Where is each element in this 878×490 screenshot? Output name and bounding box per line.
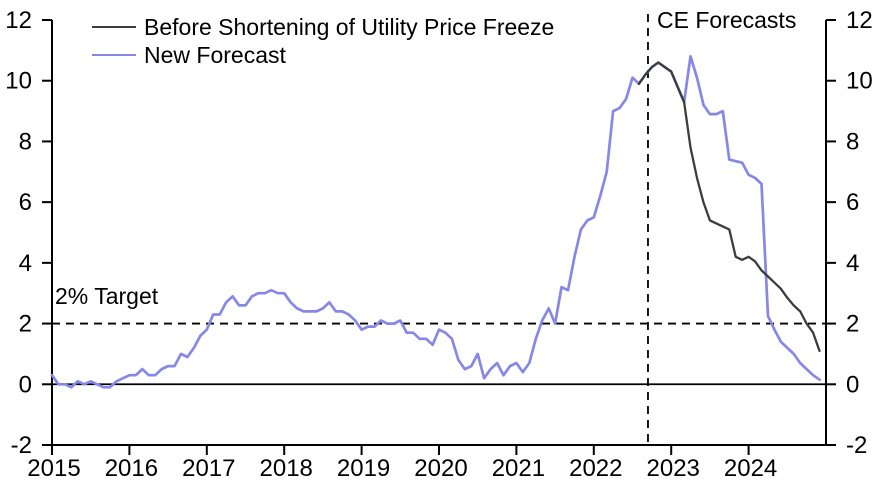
legend-item-before-shortening: Before Shortening of Utility Price Freez…	[92, 13, 554, 41]
y-axis-right-tick-label: 12	[846, 7, 873, 34]
y-axis-right-tick-label: 6	[846, 189, 859, 216]
y-axis-left-tick-label: 2	[19, 311, 32, 338]
y-axis-left-tick-label: 12	[5, 7, 32, 34]
legend: Before Shortening of Utility Price Freez…	[92, 13, 554, 69]
axes	[42, 19, 836, 455]
y-axis-right-tick-label: 10	[846, 68, 873, 95]
y-axis-right-tick-label: 2	[846, 311, 859, 338]
y-axis-left-tick-label: 0	[19, 371, 32, 398]
x-axis-tick-label: 2024	[724, 455, 777, 482]
y-axis-left-tick-label: 6	[19, 189, 32, 216]
x-axis-tick-label: 2015	[27, 455, 80, 482]
x-axis-tick-label: 2017	[182, 455, 235, 482]
series-line-before-shortening	[637, 61, 821, 353]
target-annotation: 2% Target	[55, 283, 159, 309]
x-axis-tick-label: 2022	[569, 455, 622, 482]
y-axis-right-tick-label: 4	[846, 250, 859, 277]
legend-item-new-forecast: New Forecast	[92, 41, 554, 69]
y-axis-right-tick-label: 0	[846, 371, 859, 398]
y-axis-right-tick-label: 8	[846, 128, 859, 155]
y-axis-right-tick-label: -2	[846, 432, 867, 459]
x-axis-tick-label: 2020	[414, 455, 467, 482]
y-axis-left-tick-label: -2	[11, 432, 32, 459]
x-axis-tick-label: 2021	[492, 455, 545, 482]
series-line-new-forecast	[50, 55, 821, 389]
axis-labels: -2 -2 0 0 2 2 4 4 6 6 8 8 10 10 12 12 2015 2016 2017 2018 20…	[5, 7, 872, 482]
x-axis-tick-label: 2023	[647, 455, 700, 482]
legend-line-swatch-dark	[92, 26, 136, 28]
legend-label: Before Shortening of Utility Price Freez…	[144, 14, 555, 40]
x-axis-tick-label: 2018	[260, 455, 313, 482]
legend-label: New Forecast	[144, 42, 286, 68]
y-axis-left-tick-label: 10	[5, 68, 32, 95]
x-axis-tick-label: 2019	[337, 455, 390, 482]
x-axis-tick-label: 2016	[105, 455, 158, 482]
y-axis-left-tick-label: 8	[19, 128, 32, 155]
ce-forecasts-annotation: CE Forecasts	[657, 7, 797, 33]
legend-line-swatch-purple	[92, 54, 136, 56]
y-axis-left-tick-label: 4	[19, 250, 32, 277]
